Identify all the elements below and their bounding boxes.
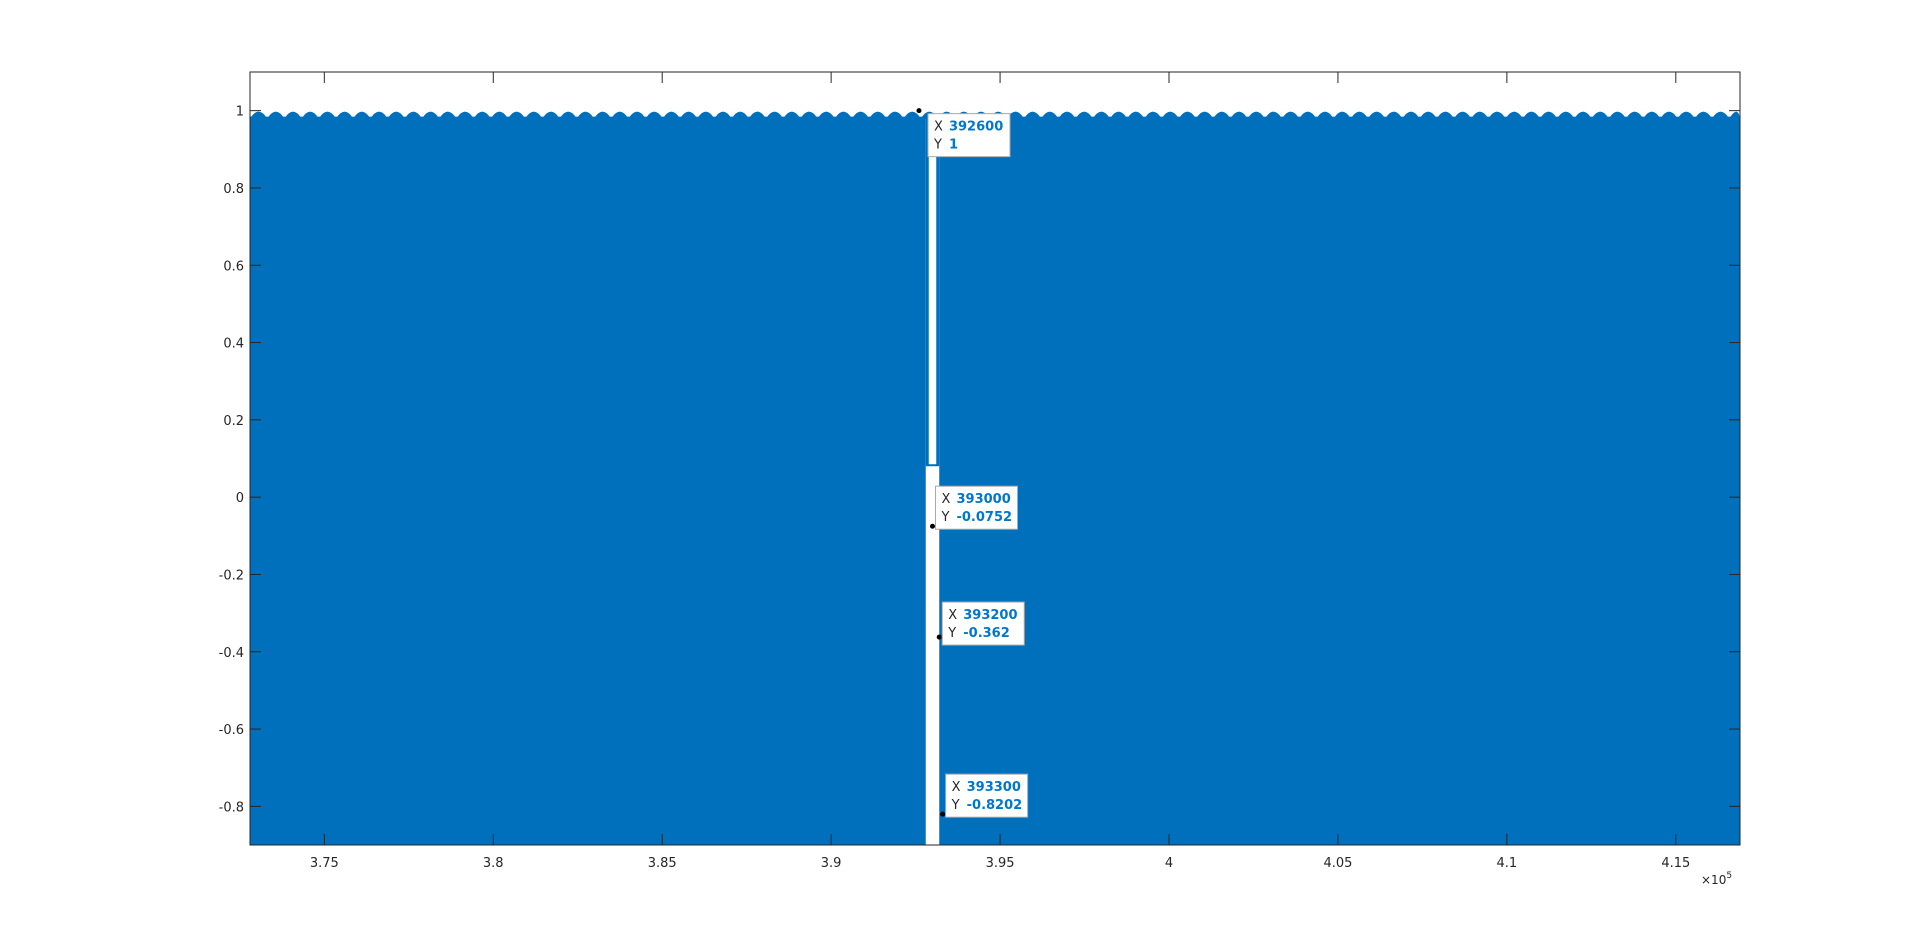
datatip-marker [936, 634, 942, 640]
datatip-x-value: 392600 [949, 120, 1003, 135]
datatip-x-value: 393300 [967, 780, 1021, 795]
datatip-marker [940, 811, 946, 817]
y-tick-label: 0 [236, 491, 244, 506]
y-tick-label: 1 [236, 105, 244, 120]
datatip-x-key: X [941, 492, 950, 507]
datatip-y-key: Y [947, 626, 956, 641]
signal-area-right [939, 116, 1740, 845]
datatip-marker [929, 523, 935, 529]
datatip-x-key: X [952, 780, 961, 795]
datatip-box [927, 113, 1011, 158]
datatip-y-value: -0.8202 [967, 798, 1023, 813]
x-tick-label: 3.9 [821, 856, 842, 871]
x-tick-label: 4.05 [1323, 856, 1352, 871]
datatip[interactable]: X 393000 Y -0.0752 [929, 485, 1018, 530]
datatip-x-value: 393000 [956, 492, 1010, 507]
axes: 3.75 3.8 3.85 3.9 3.95 4 4.05 4.1 4.15 -0.8 -0.6 -0… [219, 71, 1741, 871]
y-tick-label: -0.4 [219, 646, 244, 661]
datatip-y-value: -0.362 [963, 626, 1010, 641]
datatip-x-value: 393200 [963, 608, 1017, 623]
datatip-y-key: Y [951, 798, 960, 813]
signal-gap-upper [928, 118, 937, 465]
datatip-x-key: X [934, 120, 943, 135]
signal-gap-lower [928, 526, 937, 845]
x-tick-label: 3.75 [310, 856, 339, 871]
y-tick-label: -0.2 [219, 568, 244, 583]
datatip[interactable]: X 393200 Y -0.362 [936, 601, 1025, 646]
axes-box [249, 71, 1741, 846]
datatip-y-key: Y [940, 510, 949, 525]
y-tick-label: -0.6 [219, 723, 244, 738]
datatip-box [945, 773, 1029, 818]
datatip-y-key: Y [933, 138, 942, 153]
x-tick-label: 4.1 [1497, 856, 1518, 871]
x-tick-label: 3.8 [483, 856, 504, 871]
x-tick-label: 3.95 [986, 856, 1015, 871]
x-tick-label: 3.85 [648, 856, 677, 871]
datatip[interactable]: X 392600 Y 1 [916, 108, 1011, 158]
x-tick-label: 4 [1165, 856, 1173, 871]
y-tick-label: 0.6 [223, 259, 244, 274]
plot-area[interactable] [250, 111, 1740, 845]
y-tick-label: -0.8 [219, 800, 244, 815]
datatip-y-value: -0.0752 [956, 510, 1012, 525]
y-tick-label: 0.2 [223, 414, 244, 429]
x-tick-label: 4.15 [1661, 856, 1690, 871]
signal-area-left [250, 116, 926, 845]
datatip-x-key: X [948, 608, 957, 623]
datatip-y-value: 1 [949, 138, 958, 153]
datatip-marker [916, 108, 922, 114]
datatip[interactable]: X 393300 Y -0.8202 [940, 773, 1029, 818]
datatip-box [934, 485, 1018, 530]
datatip-box [941, 601, 1025, 646]
x-exponent-label: ×105 [1701, 871, 1732, 887]
y-tick-label: 0.8 [223, 182, 244, 197]
y-tick-label: 0.4 [223, 337, 244, 352]
